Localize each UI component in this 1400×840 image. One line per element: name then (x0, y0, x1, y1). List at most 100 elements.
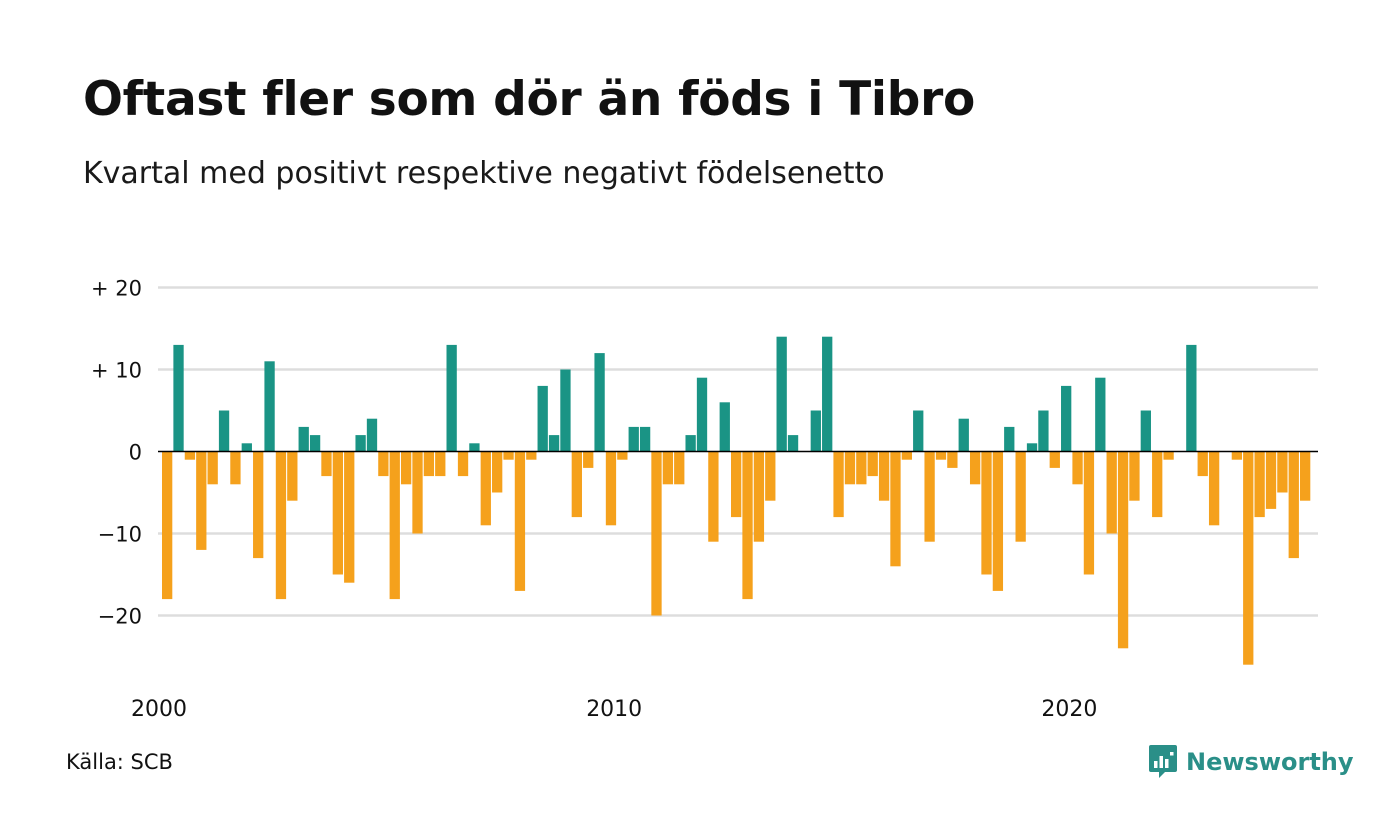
bar (1083, 451, 1095, 575)
bar (253, 451, 264, 559)
newsworthy-logo: Newsworthy (1148, 744, 1354, 780)
chart-title: Oftast fler som dör än föds i Tibro (83, 72, 975, 127)
bar (366, 418, 378, 452)
bar (639, 426, 651, 452)
bar (309, 435, 321, 452)
bar (1049, 451, 1060, 468)
bar (981, 451, 992, 575)
bar (1300, 451, 1311, 501)
bar (184, 451, 196, 460)
bar (1072, 451, 1083, 485)
bar (446, 344, 457, 452)
bar (514, 451, 526, 591)
bar (605, 451, 617, 526)
bar (435, 451, 446, 477)
bar (1140, 410, 1151, 452)
bar (264, 361, 275, 452)
bar (1208, 451, 1220, 526)
bar (537, 385, 548, 452)
bar (1163, 451, 1174, 460)
bar (1106, 451, 1117, 534)
bar (321, 451, 332, 477)
bar (298, 426, 309, 452)
bar (1061, 385, 1072, 452)
bar (651, 451, 662, 616)
bar (856, 451, 867, 485)
y-tick-label: + 10 (91, 359, 142, 383)
bar (594, 353, 605, 452)
bar (412, 451, 423, 534)
bar (423, 451, 435, 477)
bar (571, 451, 582, 518)
bar (662, 451, 674, 485)
bar (867, 451, 878, 477)
source-note: Källa: SCB (66, 750, 173, 774)
y-tick-label: −20 (98, 605, 142, 629)
bar (1026, 443, 1038, 452)
bar (1265, 451, 1277, 509)
bar (344, 451, 355, 583)
bar (1288, 451, 1299, 559)
bar (1254, 451, 1265, 518)
x-tick-label: 2010 (586, 697, 642, 722)
y-axis-ticks: + 20 + 10 0 −10 −20 (91, 277, 142, 629)
newsworthy-logo-icon (1149, 745, 1177, 778)
bar (241, 443, 252, 452)
bar (776, 336, 787, 452)
bar (685, 435, 696, 452)
x-tick-label: 2000 (131, 697, 187, 722)
bar (810, 410, 821, 452)
bar (787, 435, 799, 452)
bar (526, 451, 537, 460)
bar (207, 451, 218, 485)
bar (503, 451, 514, 460)
bar (742, 451, 753, 600)
bar (1095, 377, 1106, 452)
bar (196, 451, 207, 550)
y-tick-label: −10 (98, 523, 142, 547)
bar (332, 451, 343, 575)
bar (457, 451, 469, 477)
bar (1004, 426, 1015, 452)
y-tick-label: 0 (129, 441, 142, 465)
bar (162, 451, 173, 600)
x-axis-ticks: 2000 2010 2020 (131, 697, 1097, 722)
bar (560, 369, 571, 452)
bar (287, 451, 298, 501)
bar (469, 443, 480, 452)
bar (492, 451, 503, 493)
bar (389, 451, 400, 600)
bar (275, 451, 287, 600)
bar (1117, 451, 1129, 649)
bar (1015, 451, 1026, 542)
bar (1243, 451, 1254, 665)
bar (1186, 344, 1197, 452)
bar (1231, 451, 1243, 460)
x-tick-label: 2020 (1041, 697, 1097, 722)
bar (924, 451, 935, 542)
bar (719, 402, 730, 452)
bar (674, 451, 685, 485)
bar (400, 451, 412, 485)
bar (617, 451, 628, 460)
bar (628, 426, 639, 452)
bar (548, 435, 560, 452)
chart-subtitle: Kvartal med positivt respektive negativt… (83, 156, 885, 191)
bar (173, 344, 184, 452)
bar (992, 451, 1004, 591)
bar (708, 451, 719, 542)
bar (878, 451, 890, 501)
bar (947, 451, 958, 468)
bar (230, 451, 241, 485)
bar (958, 418, 969, 452)
bar (844, 451, 856, 485)
bar (753, 451, 765, 542)
y-tick-label: + 20 (91, 277, 142, 301)
bar (765, 451, 776, 501)
bar (822, 336, 833, 452)
bar (901, 451, 912, 460)
bar (833, 451, 844, 518)
bar (480, 451, 491, 526)
bar (696, 377, 708, 452)
